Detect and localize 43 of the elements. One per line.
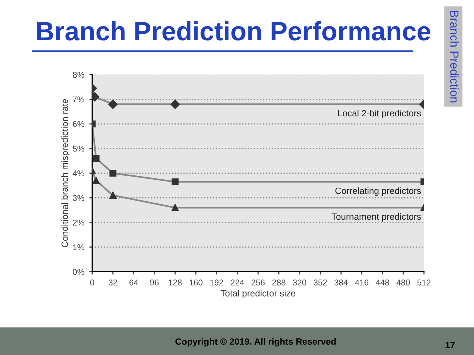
y-tick-label: 6% — [73, 121, 84, 128]
x-tick-label: 256 — [252, 280, 265, 286]
point — [172, 204, 179, 212]
x-tick-label: 512 — [418, 280, 431, 286]
x-tick-label: 192 — [210, 280, 224, 286]
x-tick-label: 480 — [396, 280, 410, 286]
y-tick-label: 1% — [73, 244, 84, 250]
x-tick-label: 160 — [190, 280, 203, 286]
series-label: Tournament predictors — [332, 213, 422, 222]
y-tick-label: 8% — [73, 72, 84, 78]
text: Branch Prediction — [450, 11, 460, 103]
text: Copyright © 2019. All rights Reserved — [176, 338, 336, 347]
series-label: Local 2-bit predictors — [338, 110, 422, 118]
text: 17 — [446, 342, 455, 348]
point — [108, 100, 118, 110]
y-tick-label: 4% — [72, 170, 84, 176]
point — [110, 192, 117, 200]
point — [110, 170, 117, 177]
point — [92, 92, 100, 102]
y-tick-label: 3% — [73, 195, 84, 202]
point — [92, 155, 100, 162]
point — [172, 178, 179, 186]
y-axis-title: Conditional branch misprediction rate — [62, 99, 70, 248]
x-tick-label: 320 — [293, 280, 306, 286]
x-tick-label: 448 — [376, 280, 390, 286]
x-tick-label: 64 — [130, 280, 138, 286]
x-tick-label: 352 — [314, 280, 328, 286]
x-tick-label: 224 — [231, 280, 244, 286]
x-tick-label: 32 — [108, 280, 118, 286]
series-label: Correlating predictors — [336, 188, 422, 196]
y-tick-label: 2% — [73, 220, 84, 226]
x-axis-title: Total predictor size — [220, 290, 296, 299]
x-tick-label: 0 — [90, 280, 94, 286]
x-tick-label: 416 — [355, 280, 369, 286]
y-tick-label: 5% — [73, 146, 84, 152]
y-tick-label: 0% — [73, 269, 84, 276]
x-tick-label: 288 — [272, 280, 286, 286]
point — [92, 177, 100, 184]
x-tick-label: 384 — [334, 280, 348, 286]
x-tick-label: 128 — [169, 280, 182, 286]
y-tick-label: 7% — [73, 96, 84, 103]
x-tick-label: 96 — [150, 280, 159, 286]
chart-title: Branch Prediction Performance — [37, 21, 431, 41]
